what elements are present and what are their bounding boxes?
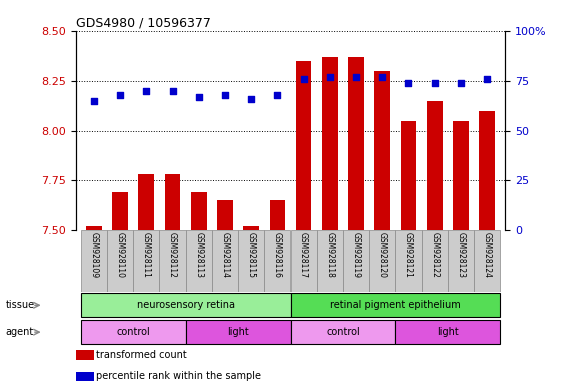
Bar: [317, 230, 343, 292]
Text: tissue: tissue: [6, 300, 35, 310]
Bar: [212, 230, 238, 292]
Bar: [138, 174, 154, 230]
Bar: [348, 57, 364, 230]
Bar: [191, 192, 207, 230]
Bar: [427, 101, 443, 230]
Point: [116, 91, 125, 98]
Bar: [290, 293, 500, 317]
Bar: [374, 71, 390, 230]
Bar: [369, 230, 395, 292]
Bar: [81, 293, 290, 317]
Point: [430, 79, 439, 86]
Text: GDS4980 / 10596377: GDS4980 / 10596377: [76, 17, 210, 30]
Bar: [474, 230, 500, 292]
Bar: [270, 200, 285, 230]
Text: GSM928116: GSM928116: [273, 232, 282, 278]
Text: GSM928118: GSM928118: [325, 232, 334, 278]
Bar: [186, 320, 290, 344]
Bar: [217, 200, 233, 230]
Text: control: control: [116, 327, 150, 337]
Text: GSM928110: GSM928110: [116, 232, 124, 278]
Bar: [290, 230, 317, 292]
Bar: [81, 230, 107, 292]
Text: transformed count: transformed count: [96, 350, 187, 360]
Text: GSM928115: GSM928115: [247, 232, 256, 278]
Point: [220, 91, 229, 98]
Point: [378, 74, 387, 80]
Text: GSM928114: GSM928114: [220, 232, 229, 278]
Point: [142, 88, 151, 94]
Point: [404, 79, 413, 86]
Point: [194, 94, 203, 100]
Point: [299, 76, 309, 82]
Text: agent: agent: [6, 327, 34, 337]
Text: GSM928123: GSM928123: [457, 232, 465, 278]
Point: [456, 79, 465, 86]
Bar: [238, 230, 264, 292]
Bar: [86, 227, 102, 230]
Bar: [401, 121, 417, 230]
Bar: [107, 230, 133, 292]
Text: GSM928112: GSM928112: [168, 232, 177, 278]
Bar: [322, 57, 338, 230]
Bar: [81, 320, 186, 344]
Bar: [448, 230, 474, 292]
Text: GSM928117: GSM928117: [299, 232, 308, 278]
Bar: [164, 174, 180, 230]
Bar: [159, 230, 186, 292]
Point: [168, 88, 177, 94]
Text: GSM928109: GSM928109: [89, 232, 98, 278]
Bar: [479, 111, 495, 230]
Text: light: light: [227, 327, 249, 337]
Text: light: light: [437, 327, 458, 337]
Bar: [395, 320, 500, 344]
Text: GSM928121: GSM928121: [404, 232, 413, 278]
Bar: [76, 372, 94, 381]
Text: GSM928124: GSM928124: [483, 232, 492, 278]
Bar: [133, 230, 159, 292]
Bar: [422, 230, 448, 292]
Text: GSM928120: GSM928120: [378, 232, 387, 278]
Text: control: control: [326, 327, 360, 337]
Bar: [395, 230, 422, 292]
Bar: [264, 230, 290, 292]
Point: [352, 74, 361, 80]
Bar: [76, 350, 94, 360]
Bar: [290, 320, 395, 344]
Text: GSM928113: GSM928113: [194, 232, 203, 278]
Point: [482, 76, 492, 82]
Point: [272, 91, 282, 98]
Text: GSM928122: GSM928122: [430, 232, 439, 278]
Text: GSM928111: GSM928111: [142, 232, 151, 278]
Point: [89, 98, 99, 104]
Bar: [186, 230, 212, 292]
Bar: [243, 227, 259, 230]
Bar: [343, 230, 369, 292]
Text: neurosensory retina: neurosensory retina: [137, 300, 235, 310]
Bar: [296, 61, 311, 230]
Point: [246, 96, 256, 102]
Text: retinal pigment epithelium: retinal pigment epithelium: [330, 300, 461, 310]
Text: GSM928119: GSM928119: [352, 232, 361, 278]
Bar: [112, 192, 128, 230]
Bar: [453, 121, 469, 230]
Point: [325, 74, 335, 80]
Text: percentile rank within the sample: percentile rank within the sample: [96, 371, 261, 381]
